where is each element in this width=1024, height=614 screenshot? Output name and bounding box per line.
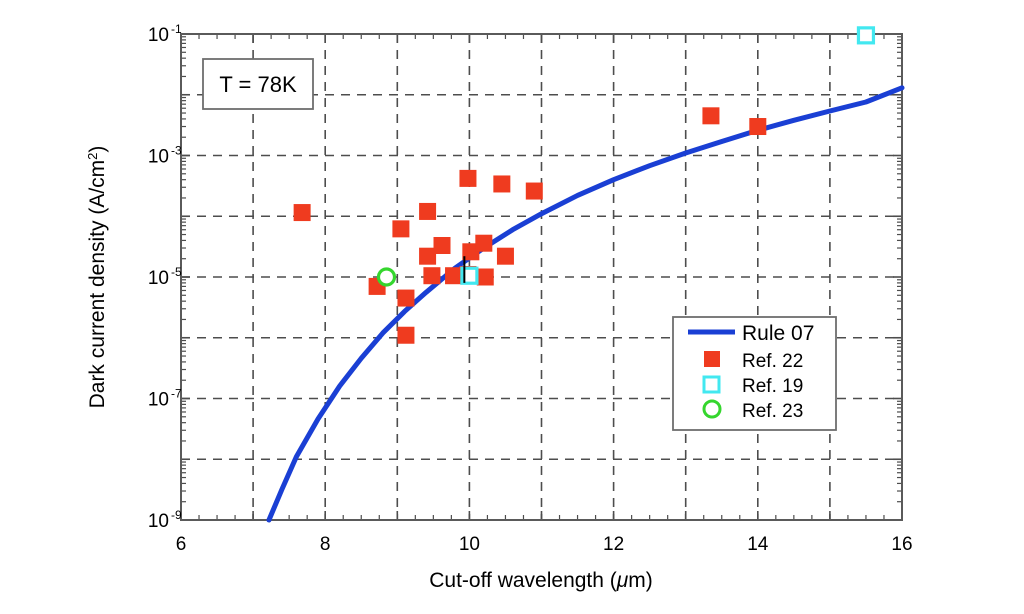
y-tick-label-text: 10 [148, 25, 169, 46]
data-point-marker [749, 118, 767, 136]
y-tick-label: 10 -9 [148, 508, 182, 532]
temperature-annotation: T = 78K [202, 58, 314, 110]
y-tick-label-exponent: -3 [171, 144, 182, 158]
y-tick-label: 10 -7 [148, 387, 182, 411]
legend-item-rule-07: Rule 07 [688, 322, 814, 345]
data-point-marker [462, 243, 480, 261]
series-ref-23 [376, 267, 397, 287]
y-axis-title: Dark current density (A/cm2) [85, 146, 110, 409]
y-tick-label: 10 -5 [148, 265, 182, 289]
data-point-marker [392, 220, 410, 238]
legend-box [672, 316, 837, 431]
legend-item-ref-23: Ref. 23 [702, 399, 803, 422]
data-point-marker [702, 107, 720, 125]
y-tick-label: 10 -3 [148, 144, 182, 168]
data-point-marker [376, 267, 397, 287]
legend-square-swatch [704, 351, 720, 367]
annotation-label: T = 78K [219, 72, 297, 97]
legend: Rule 07 Ref. 22 Ref. 19 Ref. 23 [672, 316, 837, 431]
y-tick-label-exponent: -1 [171, 22, 182, 36]
data-point-marker [419, 247, 437, 265]
data-point-marker [493, 175, 511, 193]
data-point-marker [397, 326, 415, 344]
y-tick-label-text: 10 [148, 147, 169, 168]
series-ref-19 [460, 26, 876, 285]
data-point-marker [293, 204, 311, 222]
legend-item-ref-22: Ref. 22 [704, 351, 803, 372]
x-tick-label: 10 [459, 534, 480, 555]
data-point-marker [460, 266, 479, 285]
legend-open-square-swatch [702, 375, 721, 394]
x-tick-label: 6 [176, 534, 187, 555]
x-tick-label: 16 [891, 534, 912, 555]
data-point-marker [445, 267, 463, 285]
data-series-layer [266, 26, 905, 523]
annotation-box [202, 58, 314, 110]
y-tick-labels: 10-110-310-510-710-9 [148, 22, 182, 532]
data-point-marker [496, 247, 514, 265]
y-tick-label-exponent: -9 [171, 508, 182, 522]
data-point-marker [525, 182, 543, 200]
data-point-marker [476, 268, 494, 286]
gridlines [181, 34, 902, 520]
data-point-marker [459, 169, 477, 187]
x-tick-labels: 6 8 10 12 14 16 [176, 534, 913, 555]
x-tick-label: 14 [747, 534, 769, 555]
data-point-marker [475, 234, 493, 252]
rule-07-curve [266, 85, 905, 523]
x-tick-label: 8 [320, 534, 331, 555]
legend-item-label: Ref. 23 [742, 401, 803, 422]
y-tick-label: 10 -1 [148, 22, 182, 46]
legend-item-label: Ref. 19 [742, 376, 803, 397]
legend-items: Rule 07 Ref. 22 Ref. 19 Ref. 23 [688, 322, 814, 422]
legend-item-label: Rule 07 [742, 322, 814, 345]
plot-frame [180, 33, 903, 521]
legend-item-ref-19: Ref. 19 [702, 375, 803, 397]
legend-item-label: Ref. 22 [742, 351, 803, 372]
y-tick-label-exponent: -7 [171, 387, 182, 401]
data-point-marker [397, 289, 415, 307]
data-point-marker [433, 237, 451, 255]
data-point-marker [423, 267, 441, 285]
series-ref-22 [293, 107, 767, 344]
legend-open-circle-swatch [702, 399, 722, 419]
series-rule-07 [266, 85, 905, 523]
data-point-marker [856, 26, 876, 45]
y-tick-label-text: 10 [148, 511, 169, 532]
y-tick-label-text: 10 [148, 390, 169, 411]
x-tick-label: 12 [603, 534, 624, 555]
data-point-marker [419, 202, 437, 220]
y-tick-label-text: 10 [148, 268, 169, 289]
x-axis-title: Cut-off wavelength (μm) [429, 569, 653, 592]
y-tick-label-exponent: -5 [171, 265, 182, 279]
